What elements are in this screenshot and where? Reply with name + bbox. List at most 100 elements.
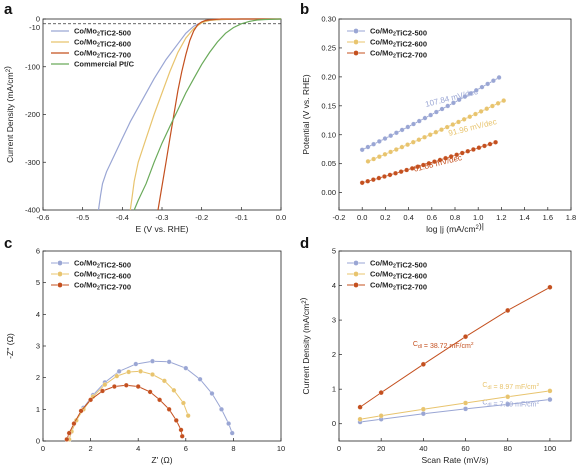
panel-b-data-point	[437, 157, 443, 163]
panel-d-legend-entry: Co/Mo2TiC2-600	[370, 270, 427, 281]
panel-c-series-line-3	[66, 384, 183, 440]
panel-b-ytick-label: 0.30	[321, 15, 336, 24]
panel-d-legend-entry: Co/Mo2TiC2-700	[370, 281, 427, 292]
panel-c-data-point	[171, 387, 177, 393]
panel-b-data-point	[445, 103, 451, 109]
panel-c-data-point	[183, 365, 189, 371]
panel-b-xtick-label: 0.8	[450, 213, 460, 222]
panel-d-data-point	[547, 388, 553, 394]
panel-d-legend-marker	[353, 260, 359, 266]
panel-b-xtick-label: 0.6	[427, 213, 437, 222]
panel-d-xtick-label: 80	[504, 444, 512, 453]
panel-c-data-point	[111, 384, 117, 389]
panel-a-legend-entry: Co/Mo2TiC2-600	[74, 38, 131, 49]
panel-c-data-point	[116, 368, 122, 374]
panel-c-xtick-label: 8	[231, 444, 235, 453]
panel-d-cdl-label: Cdl = 7.39 mF/cm2	[482, 400, 539, 409]
panel-b-data-point	[409, 165, 415, 171]
panel-b-data-point	[365, 158, 371, 164]
panel-b-data-point	[501, 98, 507, 104]
panel-c-data-point	[71, 421, 77, 427]
panel-b-xtick-label: 0.2	[380, 213, 390, 222]
panel-a-series-line-4	[133, 18, 282, 211]
panel-b-xtick-label: 0.4	[403, 213, 413, 222]
panel-c-data-point	[179, 433, 185, 439]
panel-c-data-point	[178, 427, 184, 433]
panel-c-data-point	[126, 369, 132, 375]
panel-b-ylabel: Potential (V vs. RHE)	[301, 74, 311, 154]
panel-a-xtick-label: -0.1	[235, 213, 248, 222]
panel-a-frame	[42, 18, 282, 211]
panel-b-legend-entry: Co/Mo2TiC2-500	[370, 27, 427, 38]
panel-b-data-point	[365, 178, 371, 184]
panel-b-ytick-label: 0.00	[321, 188, 336, 197]
panel-b-data-point	[371, 141, 377, 147]
panel-c-data-point	[185, 413, 191, 419]
panel-d-legend-entry: Co/Mo2TiC2-500	[370, 259, 427, 270]
panel-b-ytick-label: 0.20	[321, 72, 336, 81]
panel-a-ytick-label: -100	[25, 62, 40, 71]
panel-c-data-point	[114, 373, 120, 379]
panel-c-data-point	[135, 384, 141, 389]
panel-b-data-point	[472, 111, 478, 117]
panel-b-data-point	[468, 91, 474, 96]
panel-b-data-point	[398, 169, 404, 175]
panel-b-data-point	[411, 121, 416, 127]
panel-c-data-point	[229, 430, 235, 436]
panel-c-frame	[42, 250, 282, 442]
panel-b-data-point	[479, 84, 485, 90]
panel-a-xtick-label: -0.2	[195, 213, 208, 222]
panel-d-ytick-label: 3	[332, 316, 336, 325]
panel-b-data-point	[420, 162, 426, 168]
panel-b-data-point	[454, 152, 460, 158]
panel-a-xtick-label: -0.3	[156, 213, 169, 222]
panel-c-data-point	[100, 388, 105, 394]
panel-d-xtick-label: 100	[544, 444, 557, 453]
panel-d-data-point	[462, 406, 469, 412]
panel-c-xlabel: Z' (Ω)	[151, 455, 172, 465]
panel-c-data-point	[161, 378, 167, 384]
panel-b-data-point	[422, 134, 427, 140]
panel-c-ytick-label: 2	[36, 373, 40, 382]
panel-b-data-point	[444, 124, 450, 130]
panel-c-data-point	[197, 376, 203, 382]
panel-c-data-point	[66, 430, 72, 436]
panel-d-data-point	[547, 396, 553, 403]
panel-c-data-point	[219, 406, 224, 412]
panel-a-legend-entry: Co/Mo2TiC2-500	[74, 27, 131, 38]
panel-b-data-point	[399, 127, 405, 133]
panel-b-data-point	[393, 130, 399, 136]
panel-b-data-point	[484, 106, 490, 112]
panel-d-series-line-1	[360, 399, 550, 423]
panel-b-data-point	[376, 138, 382, 144]
panel-c-letter: c	[4, 235, 12, 252]
panel-b-data-point	[448, 154, 454, 159]
panel-b-data-point	[487, 141, 493, 147]
panel-b-data-point	[426, 160, 432, 166]
panel-b-data-point	[415, 164, 421, 170]
panel-c-legend-marker	[57, 271, 63, 277]
panel-b-data-point	[393, 170, 398, 176]
panel-c-data-point	[138, 368, 144, 374]
panel-d-xtick-label: 40	[419, 444, 427, 453]
panel-b-letter: b	[300, 1, 309, 18]
panel-b-data-point	[422, 115, 428, 121]
panel-d-series-line-2	[360, 390, 550, 420]
panel-c-data-point	[88, 397, 94, 403]
panel-b-data-point	[376, 154, 382, 160]
panel-b-data-point	[482, 143, 487, 149]
panel-b-xtick-label: 1.2	[496, 213, 506, 222]
panel-d-ytick-label: 2	[332, 350, 336, 359]
panel-d-data-point	[462, 334, 469, 340]
panel-a-ytick-label: -300	[25, 158, 40, 167]
panel-c-data-point	[147, 389, 153, 395]
panel-b-legend-marker	[353, 50, 359, 56]
panel-b-data-point	[489, 103, 495, 109]
panel-d-data-point	[420, 411, 426, 417]
panel-c-data-point	[133, 361, 139, 367]
panel-d-legend-marker	[353, 282, 359, 288]
panel-c-data-point	[157, 397, 163, 403]
panel-b-data-point	[433, 109, 439, 115]
panel-a-ylabel: Current Density (mA/cm2)	[2, 66, 15, 163]
panel-d-data-point	[505, 307, 511, 313]
